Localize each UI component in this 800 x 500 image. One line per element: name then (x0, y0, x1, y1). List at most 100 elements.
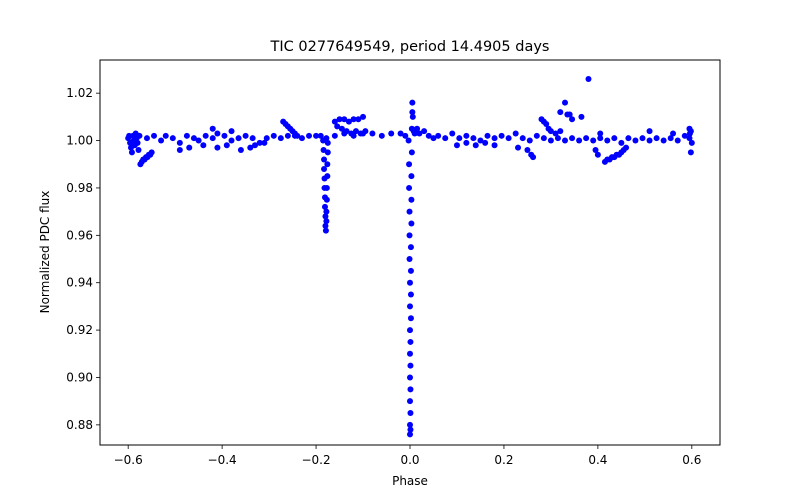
y-axis-ticks: 0.88 0.90 0.92 0.94 0.96 0.98 1.00 1.02 (66, 86, 100, 432)
data-point (348, 130, 355, 137)
data-point (148, 149, 155, 156)
data-point (407, 410, 414, 417)
y-tick-label: 1.00 (66, 134, 93, 148)
data-point (135, 147, 142, 154)
data-point (597, 130, 604, 137)
data-point (360, 113, 367, 120)
x-axis-label: Phase (392, 474, 428, 488)
data-point (477, 137, 484, 144)
data-point (463, 139, 470, 146)
data-point (512, 130, 519, 137)
y-axis-label: Normalized PDC flux (38, 191, 52, 314)
y-tick-label: 1.02 (66, 86, 93, 100)
data-point (284, 132, 291, 139)
data-point (660, 137, 667, 144)
points-layer (125, 75, 695, 438)
data-point (402, 132, 409, 139)
data-point (442, 135, 449, 142)
data-point (590, 137, 597, 144)
data-point (533, 132, 540, 139)
data-point (547, 137, 554, 144)
data-point (228, 137, 235, 144)
data-point (407, 291, 414, 298)
data-point (323, 184, 330, 191)
data-point (646, 128, 653, 135)
data-point (407, 267, 414, 274)
x-tick-label: 0.4 (588, 453, 607, 467)
data-point (352, 128, 359, 135)
data-point (407, 303, 413, 310)
data-point (334, 123, 341, 130)
data-point (597, 135, 604, 142)
data-point (543, 120, 550, 127)
data-point (670, 130, 677, 137)
data-point (408, 196, 415, 203)
data-point (540, 135, 547, 142)
data-point (221, 132, 228, 139)
data-point (209, 135, 216, 142)
data-point (405, 137, 412, 144)
data-point (604, 137, 611, 144)
data-point (355, 116, 362, 123)
data-point (200, 142, 207, 149)
data-point (449, 130, 456, 137)
data-point (576, 137, 583, 144)
data-point (249, 135, 256, 142)
data-point (321, 156, 328, 163)
data-point (625, 135, 632, 142)
data-point (463, 132, 470, 139)
data-point (639, 135, 646, 142)
data-point (338, 125, 345, 132)
data-point (362, 128, 369, 135)
data-point (594, 151, 601, 158)
data-point (322, 222, 329, 229)
data-point (397, 130, 404, 137)
data-point (430, 135, 437, 142)
data-point (566, 111, 573, 118)
y-tick-label: 0.90 (66, 370, 93, 384)
data-point (169, 135, 176, 142)
data-point (585, 75, 592, 82)
data-point (343, 128, 350, 135)
data-point (263, 135, 270, 142)
data-point (569, 135, 576, 142)
data-point (407, 421, 413, 428)
data-point (569, 116, 576, 123)
data-point (407, 426, 414, 433)
x-tick-label: 0.2 (494, 453, 513, 467)
data-point (687, 149, 694, 156)
x-axis-ticks: −0.6 −0.4 −0.2 0.0 0.2 0.4 0.6 (114, 445, 701, 467)
data-point (261, 139, 268, 146)
data-point (408, 149, 415, 156)
data-point (484, 132, 491, 139)
data-point (453, 142, 460, 149)
data-point (667, 135, 674, 142)
data-point (482, 139, 489, 146)
data-point (162, 132, 169, 139)
data-point (407, 431, 413, 438)
data-point (456, 135, 463, 142)
data-point (407, 338, 414, 345)
data-point (653, 135, 660, 142)
data-point (583, 135, 590, 142)
data-point (409, 113, 416, 120)
data-point (341, 116, 348, 123)
data-point (406, 232, 413, 239)
data-point (143, 135, 150, 142)
data-point (176, 139, 183, 146)
data-point (554, 135, 561, 142)
data-point (252, 142, 258, 149)
data-point (407, 244, 414, 251)
data-point (322, 213, 329, 220)
data-point (557, 109, 564, 116)
data-point (336, 116, 343, 123)
data-point (235, 135, 242, 142)
data-point (256, 139, 263, 146)
data-point (321, 203, 328, 210)
y-tick-label: 0.88 (66, 418, 93, 432)
data-point (176, 147, 183, 154)
data-point (324, 149, 331, 156)
data-point (407, 386, 414, 393)
data-point (623, 144, 630, 151)
